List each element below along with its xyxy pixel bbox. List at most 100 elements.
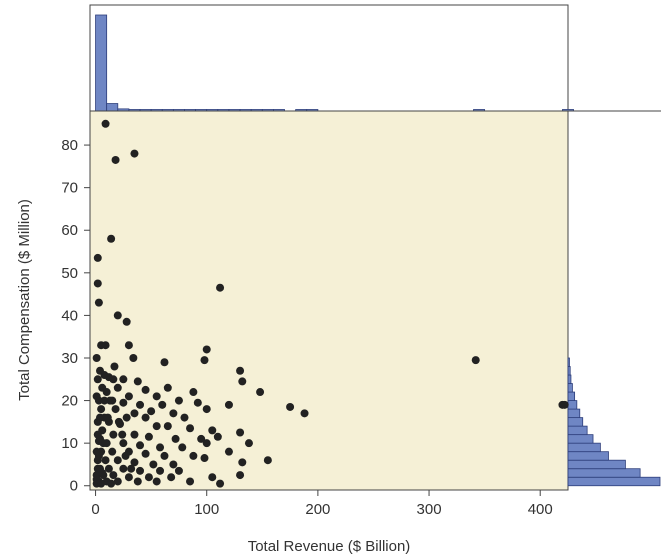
- scatter-point: [111, 155, 120, 164]
- scatter-point: [216, 283, 225, 292]
- scatter-point: [163, 383, 172, 392]
- scatter-point: [127, 464, 136, 473]
- right-histogram-bar: [567, 408, 581, 419]
- scatter-point: [178, 443, 187, 452]
- y-axis: 0 10 20 30 40 50 60 70 80: [61, 137, 90, 495]
- scatter-point: [106, 396, 115, 405]
- scatter-point: [213, 432, 222, 441]
- scatter-point: [107, 234, 116, 243]
- scatter-point: [104, 464, 113, 473]
- scatter-point: [118, 430, 127, 439]
- scatter-point: [160, 358, 169, 367]
- scatter-point: [286, 402, 295, 411]
- scatter-point: [121, 451, 130, 460]
- scatter-point: [136, 441, 145, 450]
- scatter-point: [189, 451, 198, 460]
- scatter-point: [144, 473, 153, 482]
- scatter-point: [130, 430, 139, 439]
- top-histogram-bar: [95, 14, 108, 112]
- scatter-point: [92, 353, 101, 362]
- scatter-point: [101, 341, 110, 350]
- scatter-point: [236, 428, 245, 437]
- scatter-point: [93, 279, 102, 288]
- scatter-point: [113, 477, 122, 486]
- scatter-point: [193, 398, 202, 407]
- scatter-point: [122, 317, 131, 326]
- scatter-point: [224, 447, 233, 456]
- plot-area: [89, 110, 569, 491]
- scatter-point: [133, 377, 142, 386]
- scatter-point: [107, 479, 116, 488]
- scatter-point: [169, 460, 178, 469]
- right-histogram-bar: [567, 417, 584, 427]
- scatter-point: [163, 422, 172, 431]
- scatter-point: [186, 424, 195, 433]
- scatter-point: [124, 473, 133, 482]
- scatter-point: [202, 345, 211, 354]
- x-tick-label: 300: [417, 501, 442, 518]
- scatter-point: [224, 400, 233, 409]
- top-histogram-bar: [106, 103, 119, 112]
- scatter-point: [129, 353, 138, 362]
- scatter-point: [93, 375, 102, 384]
- y-axis-title: Total Compensation ($ Million): [16, 199, 33, 401]
- right-histogram-bar: [567, 391, 576, 401]
- right-histogram-bar: [567, 400, 578, 410]
- scatter-point: [144, 432, 153, 441]
- right-histogram-bar: [567, 459, 626, 470]
- scatter-point: [141, 413, 150, 422]
- scatter-point: [110, 362, 119, 371]
- x-tick-label: 100: [194, 501, 219, 518]
- scatter-point: [236, 471, 245, 480]
- scatter-point: [124, 341, 133, 350]
- scatter-point: [94, 298, 103, 307]
- right-histogram-bar: [567, 366, 571, 376]
- y-tick-label: 40: [61, 307, 78, 324]
- scatter-point: [156, 443, 165, 452]
- y-tick-label: 20: [61, 393, 78, 410]
- scatter-point: [141, 449, 150, 458]
- x-axis-title: Total Revenue ($ Billion): [248, 538, 411, 555]
- top-histogram-frame: [89, 4, 569, 112]
- scatter-point: [130, 149, 139, 158]
- scatter-point: [109, 375, 118, 384]
- scatter-point: [114, 417, 123, 426]
- scatter-point: [100, 396, 109, 405]
- scatter-point: [141, 385, 150, 394]
- scatter-point: [174, 466, 183, 475]
- scatter-point: [109, 430, 118, 439]
- y-tick-label: 60: [61, 222, 78, 239]
- scatter-point: [238, 377, 247, 386]
- scatter-point: [149, 460, 158, 469]
- top-histogram: [95, 14, 574, 112]
- scatter-point: [208, 426, 217, 435]
- scatter-point: [136, 400, 145, 409]
- scatter-point: [147, 407, 156, 416]
- scatter-point: [167, 473, 176, 482]
- y-tick-label: 50: [61, 265, 78, 282]
- scatter-point: [158, 400, 167, 409]
- scatter-point: [113, 311, 122, 320]
- scatter-point: [113, 383, 122, 392]
- scatter-point: [160, 451, 169, 460]
- scatter-point: [244, 439, 253, 448]
- scatter-point: [111, 405, 120, 414]
- right-histogram-bar: [567, 383, 573, 393]
- scatter-point: [263, 456, 272, 465]
- y-tick-label: 80: [61, 137, 78, 154]
- scatter-point: [180, 413, 189, 422]
- scatter-point: [93, 253, 102, 262]
- scatter-point: [97, 405, 106, 414]
- scatter-point: [92, 475, 101, 484]
- scatter-point: [186, 477, 195, 486]
- scatter-point: [256, 388, 265, 397]
- scatter-point: [300, 409, 309, 418]
- scatter-point: [471, 356, 480, 365]
- right-histogram-bar: [567, 374, 572, 384]
- y-tick-label: 10: [61, 435, 78, 452]
- y-tick-label: 0: [70, 478, 78, 495]
- scatter-point: [171, 434, 180, 443]
- scatter-point: [189, 388, 198, 397]
- scatter-point: [119, 375, 128, 384]
- right-histogram-bar: [567, 451, 609, 461]
